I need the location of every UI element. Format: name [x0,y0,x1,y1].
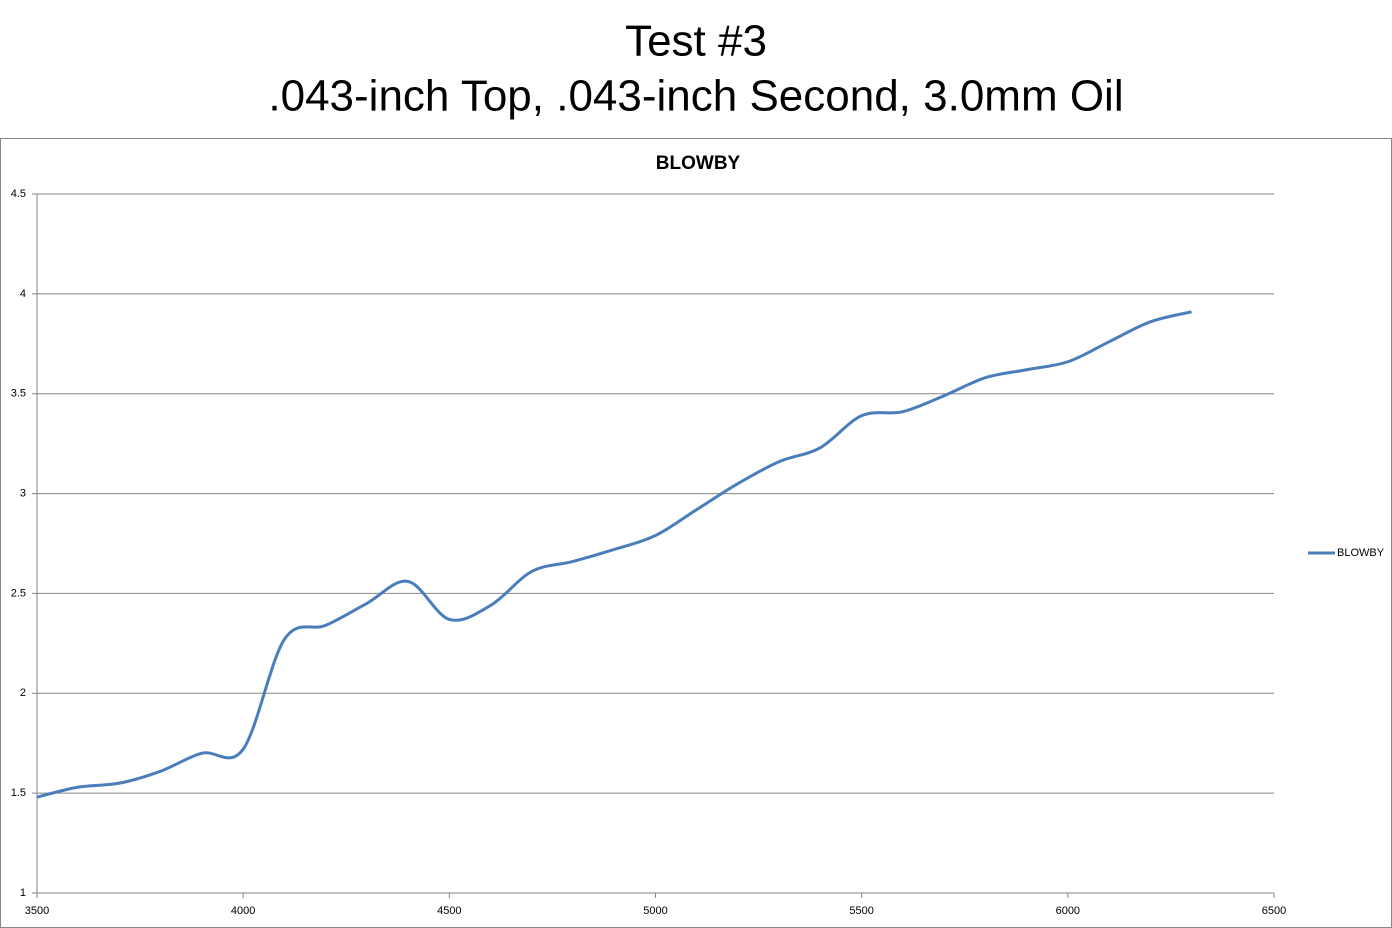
x-tick-label: 5000 [643,905,667,917]
x-tick-label: 6000 [1056,905,1080,917]
y-tick-label: 2 [20,687,26,699]
x-tick-label: 6500 [1262,905,1286,917]
page-title: Test #3 [625,17,767,66]
y-tick-label: 2.5 [11,587,26,599]
y-tick-label: 3 [20,487,26,499]
y-tick-label: 4.5 [11,188,26,200]
data-line [36,310,1192,799]
y-tick-label: 3.5 [11,388,26,400]
page-subtitle: .043-inch Top, .043-inch Second, 3.0mm O… [268,72,1123,121]
x-tick-label: 3500 [25,905,49,917]
x-tick-label: 4500 [437,905,461,917]
y-tick-label: 1.5 [11,787,26,799]
y-tick-label: 1 [20,887,26,899]
x-tick-label: 4000 [231,905,255,917]
legend-label: BLOWBY [1337,547,1385,559]
x-tick-label: 5500 [849,905,873,917]
chart-frame [0,138,1392,928]
chart-title: BLOWBY [656,153,741,174]
y-tick-label: 4 [20,288,26,300]
